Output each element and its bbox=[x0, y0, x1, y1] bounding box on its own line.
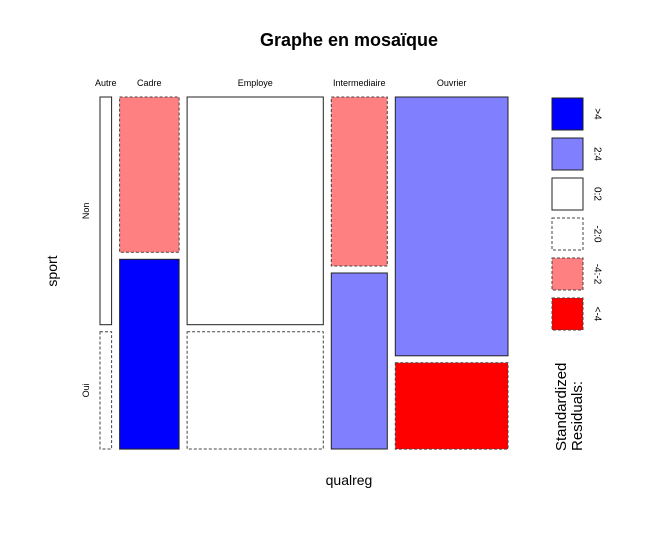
y-axis-label: sport bbox=[44, 255, 60, 286]
mosaic-cell-intermediaire-non bbox=[330, 96, 388, 267]
row-labels: Non Oui bbox=[81, 203, 91, 398]
column-labels: Autre Cadre Employe Intermediaire Ouvrier bbox=[95, 78, 466, 88]
legend-label-2: 2:4 bbox=[591, 147, 602, 161]
legend-swatch-3 bbox=[551, 177, 584, 211]
mosaic-cell-employe-non bbox=[186, 96, 324, 326]
legend-label-5: -4:-2 bbox=[591, 264, 602, 285]
mosaic-cell-intermediaire-oui bbox=[330, 272, 388, 450]
column-label-intermediaire: Intermediaire bbox=[333, 78, 386, 88]
legend-swatch-2 bbox=[551, 137, 584, 171]
legend-swatch-5 bbox=[551, 257, 584, 291]
chart-title: Graphe en mosaïque bbox=[260, 30, 438, 50]
mosaic-cell-ouvrier-non bbox=[394, 96, 509, 357]
column-label-ouvrier: Ouvrier bbox=[437, 78, 467, 88]
mosaic-cell-autre-oui bbox=[99, 331, 113, 450]
legend-label-1: >4 bbox=[591, 108, 602, 120]
legend-swatch-6 bbox=[551, 297, 584, 331]
legend-swatch-4 bbox=[551, 217, 584, 251]
legend-swatch-1 bbox=[551, 97, 584, 131]
mosaic-cell-cadre-non bbox=[119, 96, 180, 253]
column-label-employe: Employe bbox=[238, 78, 273, 88]
mosaic-cells bbox=[99, 96, 509, 450]
row-label-oui: Oui bbox=[81, 383, 91, 397]
mosaic-cell-employe-oui bbox=[186, 331, 324, 450]
legend-label-3: 0:2 bbox=[591, 187, 602, 201]
row-label-non: Non bbox=[81, 203, 91, 220]
legend: >4 2:4 0:2 -2:0 -4:-2 <-4 StandardizedResidual… bbox=[551, 97, 602, 451]
column-label-cadre: Cadre bbox=[137, 78, 162, 88]
legend-label-4: -2:0 bbox=[591, 225, 602, 243]
mosaic-cell-ouvrier-oui bbox=[394, 362, 509, 450]
mosaic-cell-cadre-oui bbox=[119, 258, 180, 450]
mosaic-cell-autre-non bbox=[99, 96, 113, 326]
x-axis-label: qualreg bbox=[326, 472, 373, 488]
column-label-autre: Autre bbox=[95, 78, 117, 88]
legend-label-6: <-4 bbox=[591, 307, 602, 322]
legend-title: StandardizedResiduals: bbox=[553, 363, 586, 451]
